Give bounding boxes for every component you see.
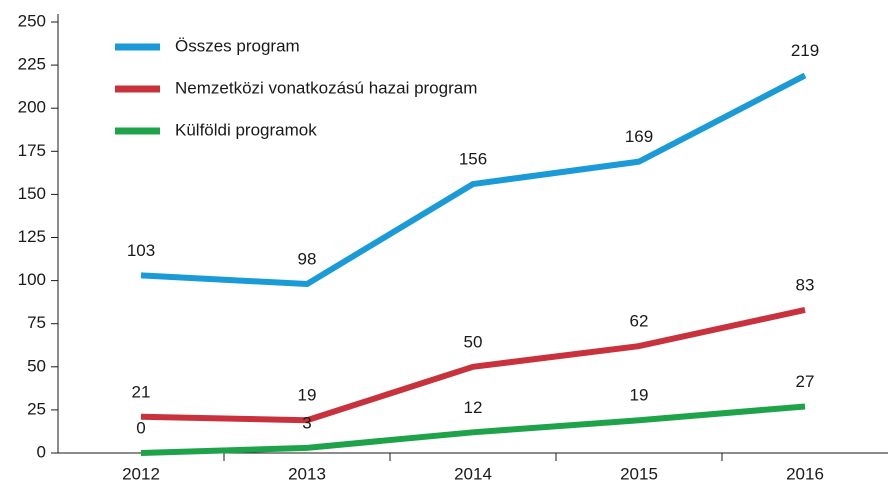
data-label: 103 <box>127 241 155 260</box>
data-label: 3 <box>302 413 311 432</box>
data-label: 219 <box>791 41 819 60</box>
series-line <box>140 72 807 288</box>
y-tick-label: 225 <box>18 55 46 74</box>
series-line <box>140 306 806 424</box>
y-tick-label: 25 <box>27 399 46 418</box>
data-label: 50 <box>464 332 483 351</box>
data-label: 12 <box>464 398 483 417</box>
data-label: 0 <box>136 418 145 437</box>
y-tick-label: 150 <box>18 184 46 203</box>
data-label: 19 <box>630 386 649 405</box>
x-tick-label: 2012 <box>122 464 160 483</box>
x-tick-label: 2013 <box>288 464 326 483</box>
data-label: 62 <box>630 312 649 331</box>
data-label: 21 <box>132 382 151 401</box>
y-tick-label: 50 <box>27 356 46 375</box>
data-label: 156 <box>459 150 487 169</box>
y-tick-label: 250 <box>18 11 46 30</box>
x-tick-label: 2015 <box>620 464 658 483</box>
y-tick-label: 75 <box>27 313 46 332</box>
data-label: 83 <box>796 275 815 294</box>
y-tick-label: 200 <box>18 98 46 117</box>
x-tick-label: 2016 <box>786 464 824 483</box>
data-label: 19 <box>298 386 317 405</box>
series-line <box>140 403 806 456</box>
y-tick-label: 0 <box>37 442 46 461</box>
x-tick-label: 2014 <box>454 464 492 483</box>
data-label: 169 <box>625 127 653 146</box>
data-label: 98 <box>298 250 317 269</box>
legend-label: Nemzetközi vonatkozású hazai program <box>175 78 477 97</box>
y-tick-label: 100 <box>18 270 46 289</box>
legend-label: Összes program <box>175 36 300 55</box>
legend-label: Külföldi programok <box>175 120 317 139</box>
y-tick-label: 175 <box>18 141 46 160</box>
y-tick-label: 125 <box>18 227 46 246</box>
data-label: 27 <box>796 372 815 391</box>
